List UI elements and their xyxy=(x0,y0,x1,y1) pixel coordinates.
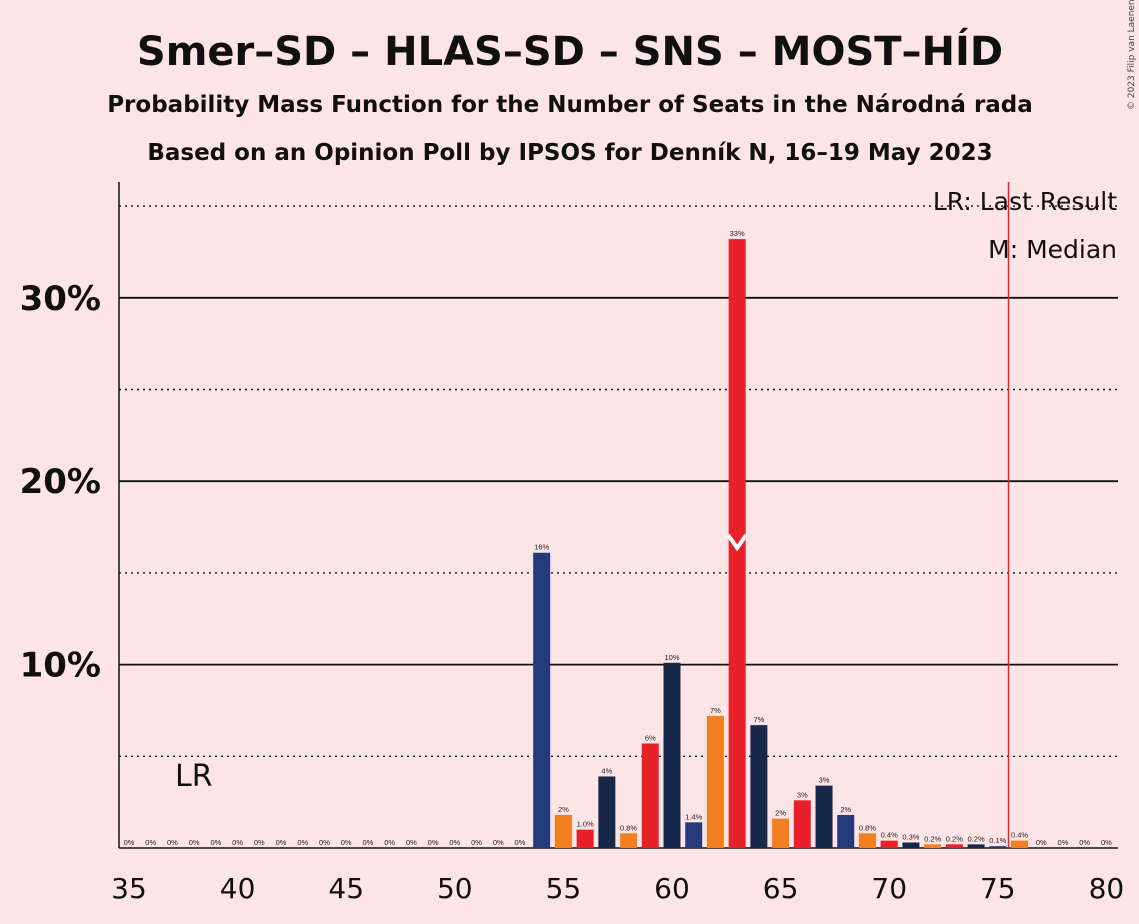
chart-subtitle-2: Based on an Opinion Poll by IPSOS for De… xyxy=(147,140,992,166)
bar-seat-71 xyxy=(902,842,920,848)
bar-label-seat-73: 0.2% xyxy=(946,834,963,843)
bar-label-seat-43: 0% xyxy=(297,838,308,847)
bar-label-seat-49: 0% xyxy=(428,838,439,847)
bar-label-seat-56: 1.0% xyxy=(577,820,594,829)
y-tick-label: 10% xyxy=(20,646,101,686)
bar-label-seat-68: 2% xyxy=(840,805,851,814)
bars-group xyxy=(533,239,1029,848)
bar-label-seat-72: 0.2% xyxy=(924,834,941,843)
gridlines xyxy=(119,205,1118,849)
bar-label-seat-69: 0.8% xyxy=(859,823,876,832)
bar-seat-56 xyxy=(576,829,594,848)
bar-label-seat-58: 0.8% xyxy=(620,823,637,832)
bar-label-seat-76: 0.4% xyxy=(1011,831,1028,840)
bar-seat-64 xyxy=(750,725,768,848)
bar-seat-60 xyxy=(663,662,681,848)
bar-seat-58 xyxy=(620,833,638,848)
x-tick-label: 55 xyxy=(546,872,582,905)
bar-seat-73 xyxy=(945,844,963,848)
bar-label-seat-80: 0% xyxy=(1101,838,1112,847)
bar-label-seat-37: 0% xyxy=(167,838,178,847)
bar-seat-70 xyxy=(880,840,898,848)
bar-labels-group: 0% 0% 0% 0% 0% 0% 0% 0% 0% 0% 0% 0% 0% 0% 0% 0% 0% 0% 0% 16… xyxy=(124,229,1113,847)
bar-label-seat-51: 0% xyxy=(471,838,482,847)
bar-label-seat-62: 7% xyxy=(710,706,721,715)
chart-subtitle-1: Probability Mass Function for the Number… xyxy=(107,92,1033,118)
bar-label-seat-54: 16% xyxy=(534,543,549,552)
bar-label-seat-77: 0% xyxy=(1036,838,1047,847)
x-tick-label: 40 xyxy=(220,872,256,905)
bar-label-seat-45: 0% xyxy=(341,838,352,847)
bar-seat-65 xyxy=(772,818,790,848)
x-tick-label: 45 xyxy=(328,872,364,905)
bar-label-seat-47: 0% xyxy=(384,838,395,847)
bar-label-seat-35: 0% xyxy=(124,838,135,847)
bar-seat-74 xyxy=(967,844,985,848)
bar-label-seat-55: 2% xyxy=(558,805,569,814)
x-tick-label: 65 xyxy=(763,872,799,905)
bar-seat-63 xyxy=(728,239,746,848)
chart-title: Smer–SD – HLAS–SD – SNS – MOST–HÍD xyxy=(137,27,1003,75)
bar-label-seat-40: 0% xyxy=(232,838,243,847)
bar-seat-67 xyxy=(815,785,833,848)
bar-seat-55 xyxy=(554,814,572,848)
bar-seat-66 xyxy=(793,800,811,848)
bar-label-seat-41: 0% xyxy=(254,838,265,847)
bar-label-seat-38: 0% xyxy=(189,838,200,847)
legend-last-result: LR: Last Result xyxy=(933,187,1117,216)
bar-label-seat-50: 0% xyxy=(449,838,460,847)
bar-label-seat-57: 4% xyxy=(601,766,612,775)
bar-label-seat-46: 0% xyxy=(362,838,373,847)
x-tick-label: 50 xyxy=(437,872,473,905)
bar-label-seat-48: 0% xyxy=(406,838,417,847)
bar-seat-61 xyxy=(685,822,703,848)
bar-label-seat-60: 10% xyxy=(664,653,679,662)
bar-label-seat-66: 3% xyxy=(797,790,808,799)
bar-label-seat-75: 0.1% xyxy=(989,836,1006,845)
bar-seat-68 xyxy=(837,814,855,848)
bar-label-seat-44: 0% xyxy=(319,838,330,847)
bar-seat-72 xyxy=(924,844,942,848)
bar-label-seat-53: 0% xyxy=(515,838,526,847)
bar-label-seat-64: 7% xyxy=(753,715,764,724)
bar-label-seat-39: 0% xyxy=(210,838,221,847)
legend-median: M: Median xyxy=(988,235,1117,264)
median-marker xyxy=(726,533,748,552)
copyright-note: © 2023 Filip van Laenen xyxy=(1127,0,1137,110)
last-result-label: LR xyxy=(175,759,213,794)
bar-label-seat-71: 0.3% xyxy=(902,832,919,841)
bar-label-seat-61: 1.4% xyxy=(685,812,702,821)
bar-label-seat-78: 0% xyxy=(1058,838,1069,847)
bar-seat-54 xyxy=(533,552,551,848)
bar-label-seat-70: 0.4% xyxy=(881,831,898,840)
bar-seat-75 xyxy=(989,846,1007,848)
x-tick-label: 35 xyxy=(111,872,147,905)
bar-seat-76 xyxy=(1011,840,1029,848)
bar-label-seat-36: 0% xyxy=(145,838,156,847)
y-axis-ticks: 10% 20% 30% xyxy=(20,279,101,686)
bar-label-seat-65: 2% xyxy=(775,809,786,818)
bar-seat-59 xyxy=(641,743,659,848)
bar-seat-62 xyxy=(706,715,724,848)
x-tick-label: 70 xyxy=(871,872,907,905)
bar-label-seat-59: 6% xyxy=(645,733,656,742)
x-axis-ticks: 35 40 45 50 55 60 65 70 75 80 xyxy=(111,872,1124,905)
bar-label-seat-67: 3% xyxy=(819,776,830,785)
bar-seat-69 xyxy=(858,833,876,848)
bar-seat-57 xyxy=(598,776,616,848)
x-tick-label: 80 xyxy=(1089,872,1125,905)
bar-label-seat-42: 0% xyxy=(276,838,287,847)
bar-label-seat-63: 33% xyxy=(730,229,745,238)
x-tick-label: 75 xyxy=(980,872,1016,905)
bar-label-seat-74: 0.2% xyxy=(968,834,985,843)
y-tick-label: 30% xyxy=(20,279,101,319)
bar-label-seat-52: 0% xyxy=(493,838,504,847)
x-tick-label: 60 xyxy=(654,872,690,905)
y-tick-label: 20% xyxy=(20,462,101,502)
bar-label-seat-79: 0% xyxy=(1079,838,1090,847)
